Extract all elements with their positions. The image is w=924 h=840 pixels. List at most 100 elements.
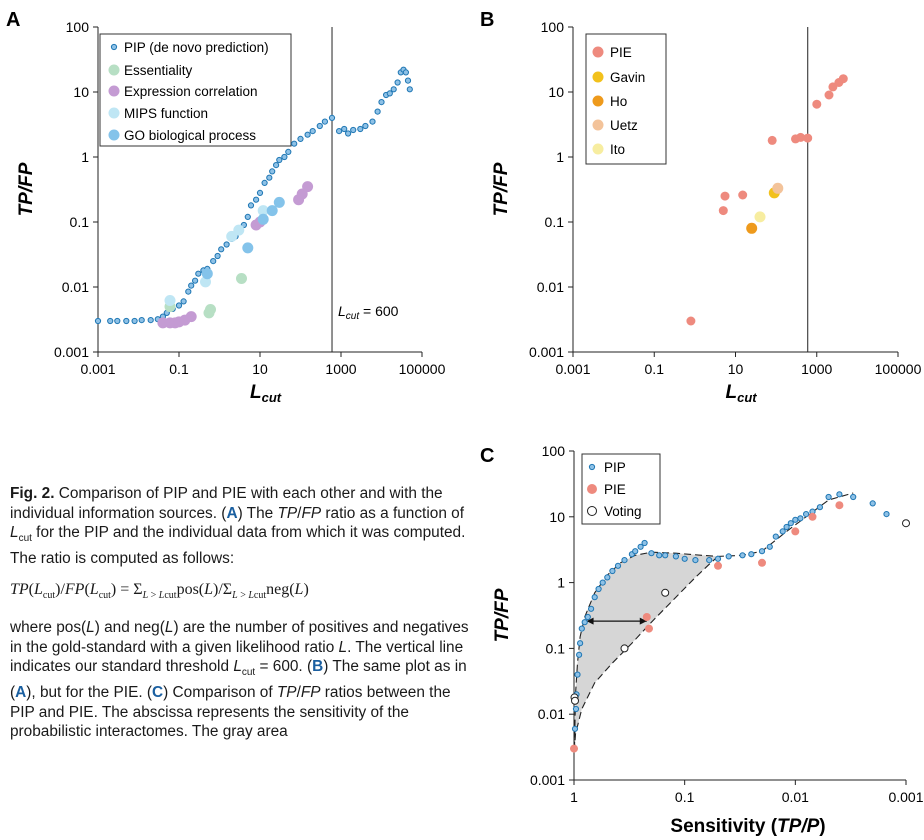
panel-b-x-tick-label: 1000 <box>801 361 832 377</box>
legend-marker-pip <box>110 43 118 51</box>
panel-c-point-pip <box>869 500 876 507</box>
panel-b-point-pie <box>720 191 730 201</box>
panel-c-point-voting <box>902 519 910 528</box>
panel-c-y-tick-label: 1 <box>557 575 565 591</box>
panel-a-point-pip-de-novo-prediction <box>394 79 401 86</box>
panel-b-x-axis-label: Lcut <box>726 382 758 405</box>
panel-a-point-pip-de-novo-prediction <box>357 125 364 133</box>
lcut-annotation: Lcut = 600 <box>338 303 399 322</box>
panel-c-point-pip <box>641 539 648 547</box>
shaded-gap-area <box>574 552 718 749</box>
panel-c-point-pie <box>714 561 722 570</box>
panel-c-point-pip <box>576 651 583 658</box>
panel-a-y-tick-label: 100 <box>66 19 90 35</box>
pie-envelope-curve <box>573 555 719 749</box>
panel-a-legend-box <box>99 33 292 147</box>
panel-c-x-axis-label: Sensitivity (TP/P) <box>670 816 825 837</box>
caption-text-1: Comparison of PIP and PIE with each othe… <box>10 485 466 567</box>
panel-c-point-voting <box>661 588 670 597</box>
panel-a-point-pip-de-novo-prediction <box>285 148 292 155</box>
panel-a-point-pip-de-novo-prediction <box>273 162 280 169</box>
panel-c-point-pip <box>787 520 794 527</box>
panel-c-point-pie <box>835 501 844 510</box>
panel-b-x-tick-label: 0.1 <box>645 361 665 377</box>
panel-b-point-pie <box>796 132 806 142</box>
panel-a-point-pip-de-novo-prediction <box>297 135 304 142</box>
panel-a-point-pip-de-novo-prediction <box>253 196 260 203</box>
panel-a-point-pip-de-novo-prediction <box>214 252 221 260</box>
panel-c-point-pip <box>572 705 580 713</box>
panel-a-point-pip-de-novo-prediction <box>175 302 183 309</box>
panel-b-x-tick-label: 0.001 <box>555 361 590 377</box>
panel-b-point-pie <box>738 190 748 200</box>
panel-c-point-pip <box>803 510 810 518</box>
panel-b-point-pie <box>686 316 696 326</box>
panel-c-point-pip <box>850 493 857 501</box>
panel-a-point-pip-de-novo-prediction <box>210 258 217 265</box>
panel-c-point-pip <box>758 548 766 555</box>
panel-a-point-pip-de-novo-prediction <box>341 125 348 133</box>
panel-b-point-ito <box>754 211 766 223</box>
panel-c-point-voting <box>620 644 629 653</box>
legend-marker-pie <box>592 46 604 58</box>
gap-arrow-head-right <box>639 617 647 625</box>
panel-c-point-pip <box>591 594 598 601</box>
panel-b-x-tick-label: 10 <box>728 361 744 377</box>
panel-c-point-pip <box>604 574 611 581</box>
panel-c-point-pip <box>883 510 890 518</box>
panel-a-point-pip-de-novo-prediction <box>256 189 264 196</box>
panel-c-point-pip <box>662 552 669 559</box>
legend-marker-essentiality <box>108 64 120 76</box>
legend-marker-pie-c <box>587 484 597 494</box>
panel-b-x-tick-label: 100000 <box>875 361 922 377</box>
legend-marker-voting <box>587 506 597 516</box>
gap-arrow-head-left <box>586 617 594 625</box>
panel-b-legend: PIE Gavin Ho Uetz Ito <box>585 33 667 165</box>
panel-a-chart: A PIP (de novo prediction) Essentiality … <box>6 9 446 405</box>
panel-c-point-pip <box>588 605 595 612</box>
legend-label-gavin: Gavin <box>610 70 645 85</box>
panel-c-legend: PIP PIE Voting <box>581 453 661 525</box>
panel-a-y-tick-label: 0.01 <box>62 279 89 295</box>
panel-c-point-pip <box>632 548 639 555</box>
panel-b-point-ho <box>746 222 758 234</box>
panel-b-y-axis-label: TP/FP <box>491 162 512 216</box>
figure-caption: Fig. 2. Comparison of PIP and PIE with e… <box>10 484 473 742</box>
legend-marker-ito <box>592 143 604 155</box>
legend-marker-expression <box>108 85 120 97</box>
panel-c-letter: C <box>480 445 494 467</box>
caption-paragraph-2: where pos(L) and neg(L) are the number o… <box>10 619 469 741</box>
panel-a-x-tick-label: 1000 <box>325 361 356 377</box>
panel-c-point-pie <box>570 744 578 753</box>
panel-c-point-voting <box>571 696 579 705</box>
panel-c-y-tick-label: 0.1 <box>546 640 566 656</box>
panel-c-point-pip <box>577 640 584 647</box>
panel-c-point-pip <box>766 543 773 550</box>
panel-a-point-go-biological-process <box>266 205 278 217</box>
panel-a-y-axis-label: TP/FP <box>16 162 37 216</box>
panel-b-y-tick-label: 0.1 <box>545 214 565 230</box>
panel-a-point-go-biological-process <box>242 242 254 254</box>
panel-b-point-pie <box>812 99 822 109</box>
panel-a-point-pip-de-novo-prediction <box>266 174 273 181</box>
panel-b-y-tick-label: 100 <box>541 19 565 35</box>
panel-c-point-pie <box>791 527 800 536</box>
panel-a-point-pip-de-novo-prediction <box>276 156 283 164</box>
panel-a-point-pip-de-novo-prediction <box>350 126 357 134</box>
panel-c-point-pip <box>581 619 588 626</box>
panel-c-point-pip <box>648 550 655 557</box>
panel-c-point-pip <box>825 493 832 501</box>
panel-c-point-pip <box>772 533 779 540</box>
panel-c-point-pip <box>714 555 722 562</box>
panel-b-point-pie <box>767 135 777 145</box>
panel-c-y-tick-label: 0.01 <box>538 706 565 722</box>
panel-c-x-tick-label: 0.01 <box>782 789 809 805</box>
panel-a-point-pip-de-novo-prediction <box>336 128 343 135</box>
panel-a-point-pip-de-novo-prediction <box>406 86 413 93</box>
panel-a-point-expression-correlation <box>302 181 314 193</box>
panel-a-point-essentiality <box>236 273 247 284</box>
panel-a-y-tick-label: 0.001 <box>54 344 89 360</box>
panel-a-point-pip-de-novo-prediction <box>192 277 199 284</box>
panel-a-x-tick-label: 0.001 <box>80 361 115 377</box>
